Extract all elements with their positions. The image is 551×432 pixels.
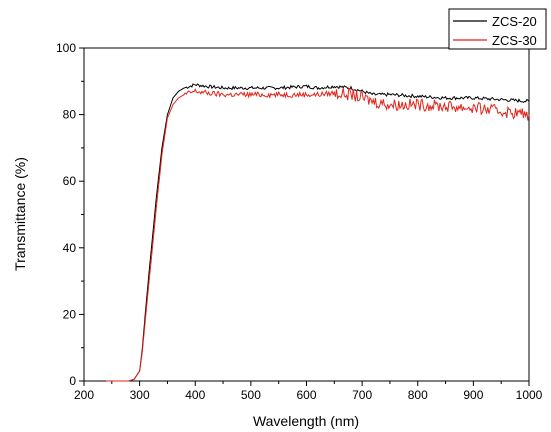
- x-tick-label: 700: [352, 388, 372, 402]
- x-tick-label: 800: [408, 388, 428, 402]
- series-lines: [106, 83, 530, 382]
- y-tick-label: 60: [63, 174, 77, 188]
- y-tick-label: 20: [63, 307, 77, 321]
- series-line-zcs-20: [106, 83, 530, 382]
- legend: ZCS-20 ZCS-30: [448, 8, 547, 50]
- x-tick-label: 200: [74, 388, 94, 402]
- y-axis-title: Transmittance (%): [12, 157, 28, 271]
- x-tick-label: 500: [241, 388, 261, 402]
- x-tick-label: 600: [296, 388, 316, 402]
- legend-box: [448, 8, 547, 50]
- y-axis-ticks: 0 20 40 60 80 100: [56, 41, 84, 388]
- x-tick-label: 900: [463, 388, 483, 402]
- x-tick-label: 1000: [516, 388, 543, 402]
- y-tick-label: 100: [56, 41, 76, 55]
- y-tick-label: 0: [69, 374, 76, 388]
- x-tick-label: 400: [185, 388, 205, 402]
- x-axis-ticks: 200 300 400 500 600 700 800 900 1000: [74, 381, 543, 402]
- y-tick-label: 40: [63, 241, 77, 255]
- y-tick-label: 80: [63, 108, 77, 122]
- legend-label-zcs-20: ZCS-20: [492, 14, 537, 29]
- legend-label-zcs-30: ZCS-30: [492, 33, 537, 48]
- x-axis-title: Wavelength (nm): [253, 413, 359, 429]
- x-tick-label: 300: [130, 388, 150, 402]
- plot-area: [83, 47, 530, 382]
- series-line-zcs-30: [106, 87, 530, 382]
